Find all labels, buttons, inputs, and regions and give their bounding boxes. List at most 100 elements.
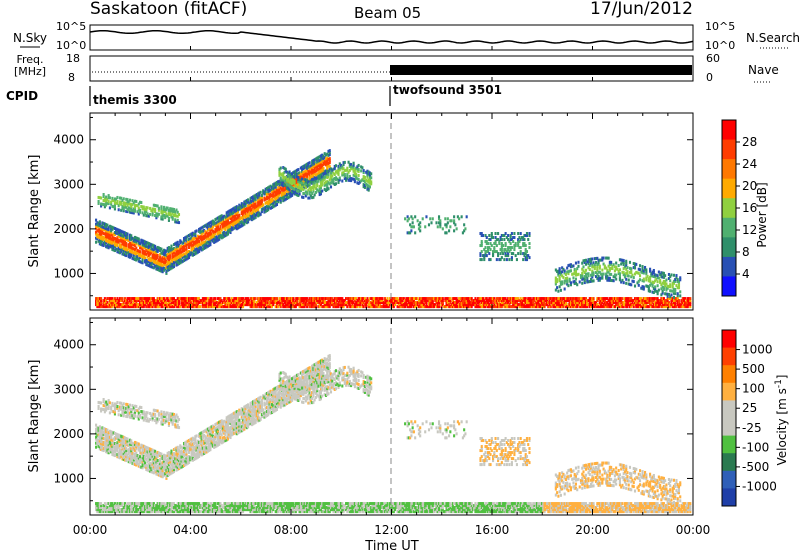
- power-cell: [116, 228, 119, 232]
- power-cell: [121, 238, 124, 242]
- power-cell: [264, 297, 267, 301]
- power-cell: [502, 301, 505, 305]
- power-cell: [471, 301, 475, 305]
- power-cell: [252, 199, 255, 203]
- power-cell: [126, 210, 129, 214]
- power-cell: [494, 301, 497, 305]
- power-cell: [455, 297, 458, 301]
- power-cell: [105, 201, 108, 205]
- power-cell: [463, 299, 466, 303]
- power-cell: [497, 297, 500, 301]
- power-cell: [441, 297, 444, 301]
- power-cell: [514, 244, 517, 248]
- power-cell: [219, 297, 222, 301]
- power-cell: [107, 305, 110, 309]
- power-cell: [223, 305, 226, 309]
- power-cell: [301, 169, 304, 173]
- power-cell: [556, 297, 559, 301]
- power-cell: [494, 236, 497, 240]
- power-cell: [214, 297, 217, 301]
- power-cell: [649, 289, 652, 293]
- power-cell: [583, 299, 586, 303]
- power-cell: [381, 299, 384, 303]
- power-cell: [147, 214, 150, 218]
- power-cell: [543, 305, 546, 309]
- power-cell: [657, 299, 660, 303]
- power-cell: [268, 195, 271, 199]
- power-cell: [308, 169, 311, 173]
- power-cell: [427, 223, 431, 227]
- power-cell: [633, 299, 637, 303]
- power-cell: [105, 231, 108, 235]
- power-cell: [156, 267, 159, 271]
- power-cell: [578, 303, 581, 307]
- power-cell: [351, 167, 354, 171]
- power-cell: [167, 216, 170, 220]
- power-cell: [210, 297, 213, 301]
- power-cell: [437, 301, 441, 305]
- power-cell: [245, 219, 248, 223]
- power-cell: [204, 242, 207, 246]
- power-cell: [468, 305, 471, 309]
- power-cell: [252, 305, 255, 309]
- power-cell: [279, 196, 282, 200]
- power-cell: [121, 299, 124, 303]
- power-cell: [144, 207, 147, 211]
- power-cell: [366, 171, 369, 175]
- power-cell: [606, 303, 609, 307]
- power-cell: [483, 258, 486, 262]
- power-cell: [198, 297, 201, 301]
- power-cell: [324, 182, 328, 186]
- power-cell: [352, 169, 355, 173]
- power-cell: [268, 193, 271, 197]
- power-cell: [240, 303, 243, 307]
- power-cell: [628, 301, 632, 305]
- power-cell: [103, 236, 106, 240]
- power-cell: [181, 241, 184, 245]
- power-cell: [362, 301, 365, 305]
- power-cell: [649, 269, 652, 273]
- power-cell: [327, 305, 330, 309]
- power-cell: [591, 279, 594, 283]
- power-cell: [247, 200, 250, 204]
- power-cell: [318, 189, 321, 193]
- power-cell: [105, 241, 108, 245]
- power-cell: [201, 241, 204, 245]
- power-cell: [132, 305, 135, 309]
- power-cell: [211, 303, 214, 307]
- power-cell: [226, 216, 230, 220]
- power-cell: [566, 305, 569, 309]
- power-cell: [306, 305, 309, 309]
- power-cell: [181, 253, 184, 257]
- power-cell: [327, 297, 330, 301]
- power-cell: [396, 299, 399, 303]
- power-cell: [622, 305, 625, 309]
- freq-unit: [MHz]: [14, 65, 46, 78]
- power-cell: [131, 236, 134, 240]
- power-cell: [214, 303, 217, 307]
- power-cell: [627, 274, 630, 278]
- power-cell: [112, 301, 115, 305]
- power-cell: [170, 266, 173, 270]
- power-cell: [267, 204, 270, 208]
- power-cell: [282, 193, 285, 197]
- power-cell: [485, 250, 488, 254]
- power-cell: [216, 238, 219, 242]
- power-cell: [391, 301, 394, 305]
- power-cell: [231, 227, 235, 231]
- power-cell: [485, 242, 488, 246]
- power-cell: [175, 255, 178, 259]
- power-cell: [234, 217, 237, 221]
- power-cell: [288, 174, 291, 178]
- power-cell: [195, 251, 198, 255]
- power-cell: [630, 267, 633, 271]
- power-cell: [294, 171, 297, 175]
- power-cell: [126, 236, 129, 240]
- power-cell: [553, 301, 556, 305]
- power-cell: [600, 276, 603, 280]
- power-cell: [157, 297, 160, 301]
- power-cell: [486, 305, 490, 309]
- power-cell: [128, 299, 132, 303]
- power-cell: [203, 301, 206, 305]
- power-cell: [479, 244, 482, 248]
